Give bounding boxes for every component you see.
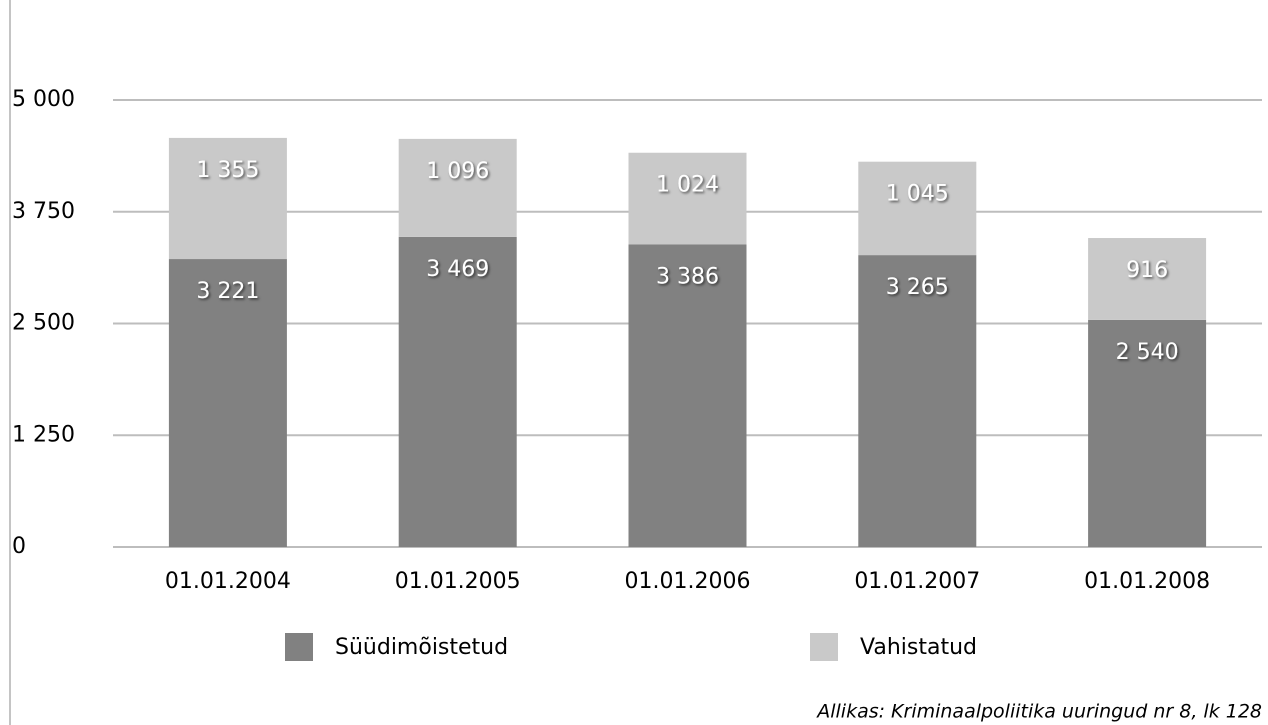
source: Allikas: Kriminaalpoliitika uuringud nr … <box>815 701 1262 723</box>
y-tick-label: 5 000 <box>12 87 75 112</box>
x-tick-label: 01.01.2008 <box>1084 569 1210 594</box>
bar-segment <box>168 259 287 547</box>
value-label: 1 045 <box>886 182 949 207</box>
value-label: 3 221 <box>196 279 259 304</box>
y-tick-label: 0 <box>12 534 26 559</box>
legend-swatch <box>810 633 838 661</box>
bar-segment <box>398 236 517 547</box>
value-label: 2 540 <box>1116 340 1179 365</box>
x-tick-label: 01.01.2005 <box>395 569 521 594</box>
bar-segment <box>1088 319 1207 547</box>
y-tick-label: 1 250 <box>12 422 75 447</box>
bar-segment <box>858 255 977 547</box>
value-label: 3 265 <box>886 275 949 300</box>
bar-segment <box>1088 238 1207 320</box>
y-tick-label: 2 500 <box>12 311 75 336</box>
x-tick-label: 01.01.2007 <box>854 569 980 594</box>
legend-label: Vahistatud <box>860 635 977 660</box>
bar-segment <box>168 137 287 260</box>
bar-segment <box>858 161 977 256</box>
value-label: 3 469 <box>426 257 489 282</box>
value-label: 1 096 <box>426 159 489 184</box>
value-label: 1 024 <box>656 173 719 198</box>
value-label: 3 386 <box>656 264 719 289</box>
x-tick-label: 01.01.2004 <box>165 569 291 594</box>
legend-swatch <box>285 633 313 661</box>
value-label: 1 355 <box>196 158 259 183</box>
bar-segment <box>398 138 517 237</box>
value-label: 916 <box>1126 258 1168 283</box>
x-tick-label: 01.01.2006 <box>625 569 751 594</box>
bar-segment <box>628 152 747 245</box>
y-tick-label: 3 750 <box>12 199 75 224</box>
bar-segment <box>628 244 747 547</box>
legend-label: Süüdimõistetud <box>335 635 508 660</box>
